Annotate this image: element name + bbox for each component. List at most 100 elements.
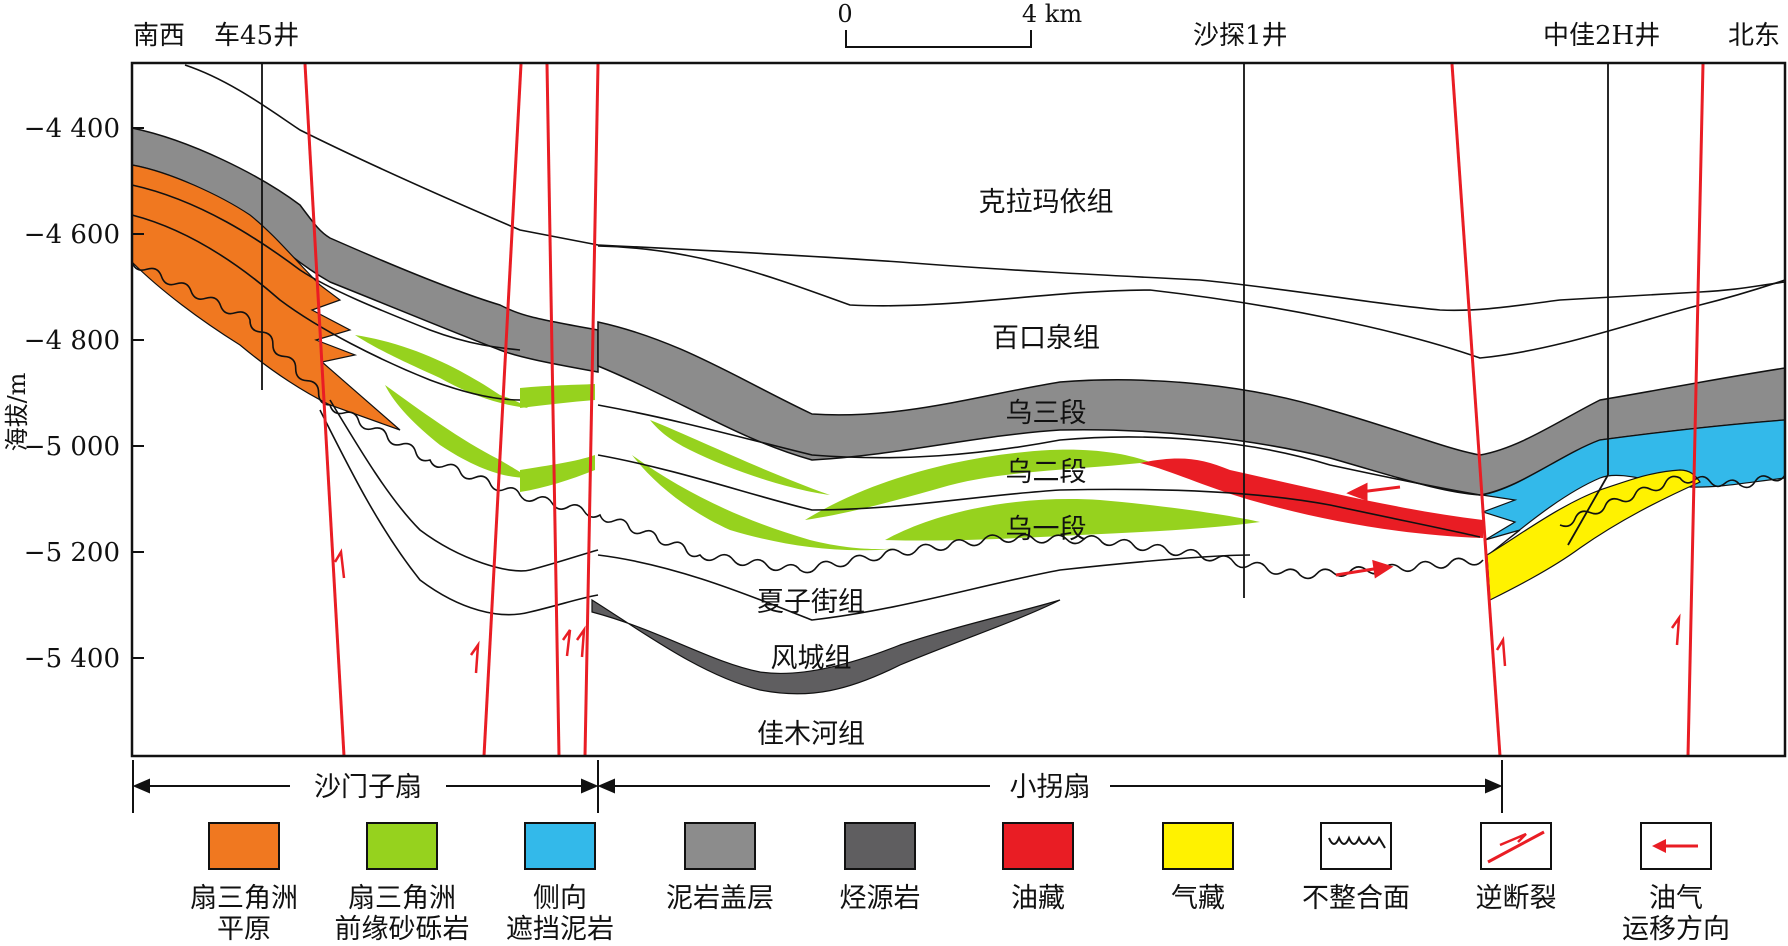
- fan-left-arrow-head-l: [132, 778, 150, 794]
- legend-label-line1: 气藏: [1171, 883, 1225, 914]
- formation-kelamayi: 克拉玛依组: [979, 187, 1114, 218]
- direction-southwest: 南西: [133, 21, 185, 51]
- legend-fault-line: [1487, 830, 1545, 864]
- fan-front-body-8: [885, 499, 1260, 541]
- legend-label-line1: 不整合面: [1302, 883, 1410, 914]
- well-label-zhongjia2h: 中佳2H井: [1543, 21, 1660, 51]
- fan-label-shamenzi: 沙门子扇: [314, 772, 422, 803]
- fault-6: [1686, 63, 1705, 757]
- legend-item: 逆断裂: [1476, 822, 1557, 914]
- legend-label-line2: 运移方向: [1622, 914, 1730, 945]
- formation-fengcheng: 风城组: [771, 643, 852, 674]
- y-tick-label-4: −5 000: [24, 432, 120, 462]
- legend-item: 烃源岩: [840, 822, 921, 914]
- formation-jiamuhe: 佳木河组: [757, 719, 865, 750]
- formation-wu3: 乌三段: [1006, 398, 1087, 429]
- section-frame: [130, 61, 1787, 758]
- well-label-che45: 车45井: [214, 21, 299, 51]
- formation-baikouquan: 百口泉组: [992, 323, 1100, 354]
- unconformity-surface-right: [1559, 474, 1786, 528]
- legend-label-line1: 扇三角洲: [348, 883, 456, 914]
- fan-delta-plain-swatch: [208, 822, 280, 870]
- direction-northeast: 北东: [1728, 21, 1780, 51]
- fault-1: [303, 63, 346, 757]
- lateral-seal-mudstone: [1481, 419, 1786, 556]
- legend-label-line2: 平原: [217, 914, 271, 945]
- fault-slip-arrow-6: [1670, 613, 1681, 646]
- fan-right-arrow-head-l: [597, 778, 615, 794]
- legend-label-line1: 扇三角洲: [190, 883, 298, 914]
- scale-bar-start: 0: [837, 0, 852, 28]
- unconformity-surface: [131, 261, 1484, 580]
- legend-fault-slip: [1499, 832, 1527, 847]
- migration-arrow-1-head: [1346, 482, 1368, 502]
- horizon-top: [184, 64, 1701, 312]
- formation-wu1: 乌一段: [1006, 514, 1087, 545]
- fault-slip-arrow-2: [469, 640, 480, 674]
- fan-label-xiaoguai: 小拐扇: [1010, 772, 1091, 803]
- horizon-wu2-base: [597, 454, 1481, 538]
- fault-slip-arrow-5: [1495, 635, 1507, 667]
- legend-item: 油藏: [1002, 822, 1074, 914]
- fan-front-body-6: [805, 449, 1150, 520]
- fan-front-body-3: [385, 385, 529, 478]
- fan-delta-plain-body: [131, 164, 401, 431]
- legend-item: 不整合面: [1302, 822, 1410, 914]
- migration-arrow-2-head: [1372, 559, 1394, 579]
- legend-label-line1: 烃源岩: [840, 883, 921, 914]
- fan-front-body-7: [632, 455, 900, 551]
- y-tick-label-1: −4 400: [24, 114, 120, 144]
- y-tick-label-2: −4 600: [24, 220, 120, 250]
- fan-left-arrow-head-r: [581, 778, 599, 794]
- fan-front-body-1: [355, 335, 528, 408]
- horizon-right-top: [1699, 281, 1786, 293]
- mudstone-caprock-swatch: [684, 822, 756, 870]
- y-tick-label-6: −5 400: [24, 644, 120, 674]
- legend: 扇三角洲平原扇三角洲前缘砂砾岩侧向遮挡泥岩泥岩盖层 烃源岩 油藏 气藏 不整合面 逆断裂油…: [190, 822, 1730, 945]
- legend-label-line1: 油藏: [1011, 883, 1065, 914]
- horizon-left-lower: [131, 214, 521, 401]
- fault-3: [545, 63, 561, 757]
- legend-item: 气藏: [1162, 822, 1234, 914]
- gas-reservoir-swatch: [1162, 822, 1234, 870]
- scale-bar: 0 4 km: [837, 0, 1082, 48]
- formation-xiazijie: 夏子街组: [757, 587, 865, 618]
- lateral-seal-mudstone-swatch: [524, 822, 596, 870]
- fault-slip-arrow-1: [333, 548, 346, 579]
- legend-label-line1: 泥岩盖层: [666, 883, 774, 914]
- horizon-kelamayi-base: [597, 245, 1786, 359]
- fault-4: [583, 63, 600, 757]
- fan-delta-front-swatch: [366, 822, 438, 870]
- horizon-left-deep-1: [329, 399, 599, 572]
- legend-wavy-line: [1328, 835, 1386, 849]
- well-zhongjia2h-deviated: [1567, 474, 1609, 546]
- migration-arrow-2: [1335, 566, 1381, 577]
- y-tick-label-5: −5 200: [24, 538, 120, 568]
- horizon-xiazijie-top: [597, 554, 1251, 621]
- y-tick-label-3: −4 800: [24, 326, 120, 356]
- oil-reservoir: [1140, 458, 1483, 538]
- fan-front-body-4: [520, 455, 595, 492]
- legend-item: 泥岩盖层: [666, 822, 774, 914]
- unconformity-icon: [1320, 822, 1392, 870]
- legend-label-line1: 油气: [1649, 883, 1703, 914]
- horizon-left-upper: [131, 184, 521, 351]
- source-rock-body: [591, 598, 1061, 695]
- fan-front-body-2: [520, 384, 595, 408]
- fault-2: [482, 63, 523, 757]
- legend-arrow-head: [1652, 839, 1666, 853]
- fault-5: [1450, 63, 1502, 757]
- fault-slip-arrow-4: [575, 625, 586, 658]
- source-rock-swatch: [844, 822, 916, 870]
- fan-front-body-5: [650, 420, 830, 495]
- y-axis-title: 海拔/m: [3, 372, 31, 451]
- fan-right-arrow-head-r: [1485, 778, 1503, 794]
- legend-label-line1: 侧向: [533, 883, 587, 914]
- oil-reservoir-swatch: [1002, 822, 1074, 870]
- scale-bar-end: 4 km: [1022, 0, 1082, 28]
